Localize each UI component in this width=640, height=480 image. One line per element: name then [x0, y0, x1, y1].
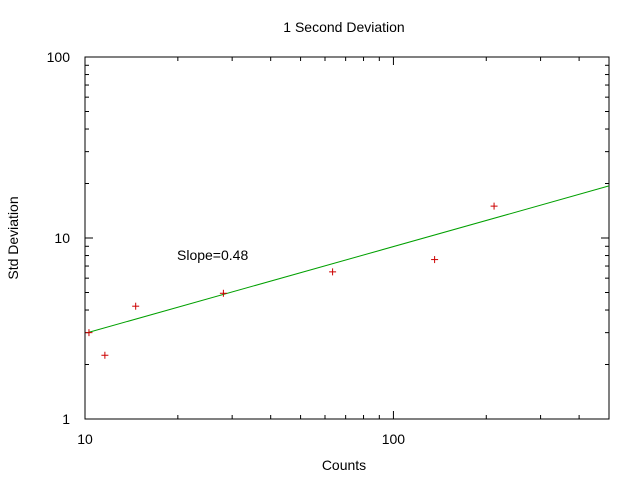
data-point [132, 302, 140, 310]
y-tick-label: 10 [54, 230, 70, 246]
y-tick-label: 1 [62, 411, 70, 427]
data-point [490, 202, 498, 210]
x-tick-label: 10 [77, 431, 93, 447]
plot-frame [84, 56, 610, 420]
slope-annotation: Slope=0.48 [177, 247, 248, 263]
data-point [329, 268, 337, 276]
x-tick-label: 100 [382, 431, 406, 447]
tick-labels: 10 100 1 10 100 [47, 49, 406, 447]
chart-title: 1 Second Deviation [283, 19, 404, 35]
axis-ticks [84, 56, 610, 420]
data-point [85, 329, 93, 337]
data-point [101, 351, 109, 359]
data-point [431, 256, 439, 264]
fit-line-group [87, 185, 610, 334]
data-point [219, 289, 227, 297]
data-points [85, 202, 498, 359]
y-tick-label: 100 [47, 49, 71, 65]
fit-line [87, 185, 610, 334]
x-axis-label: Counts [322, 457, 366, 473]
y-axis-label: Std Deviation [5, 196, 21, 279]
